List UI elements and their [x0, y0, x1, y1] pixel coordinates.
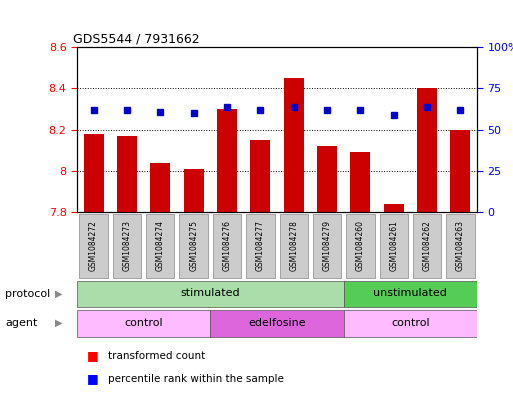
Bar: [217, 109, 237, 212]
FancyBboxPatch shape: [80, 213, 108, 278]
Text: control: control: [391, 318, 430, 328]
Text: stimulated: stimulated: [181, 288, 240, 298]
FancyBboxPatch shape: [280, 213, 308, 278]
Text: unstimulated: unstimulated: [373, 288, 447, 298]
Bar: [350, 152, 370, 212]
FancyBboxPatch shape: [344, 281, 477, 307]
Bar: [84, 134, 104, 212]
FancyBboxPatch shape: [344, 310, 477, 336]
Text: ▶: ▶: [55, 318, 63, 328]
Bar: [417, 88, 437, 212]
Text: GSM1084261: GSM1084261: [389, 220, 398, 271]
Text: GSM1084260: GSM1084260: [356, 220, 365, 271]
Text: GDS5544 / 7931662: GDS5544 / 7931662: [73, 33, 200, 46]
FancyBboxPatch shape: [210, 310, 344, 336]
Text: GSM1084273: GSM1084273: [123, 220, 131, 271]
Text: GSM1084272: GSM1084272: [89, 220, 98, 271]
Text: GSM1084275: GSM1084275: [189, 220, 198, 271]
Text: GSM1084263: GSM1084263: [456, 220, 465, 271]
Text: GSM1084278: GSM1084278: [289, 220, 298, 271]
Bar: [250, 140, 270, 212]
FancyBboxPatch shape: [113, 213, 141, 278]
Bar: [284, 78, 304, 212]
Text: transformed count: transformed count: [108, 351, 205, 361]
Text: edelfosine: edelfosine: [248, 318, 306, 328]
Bar: [117, 136, 137, 212]
Text: percentile rank within the sample: percentile rank within the sample: [108, 374, 284, 384]
FancyBboxPatch shape: [413, 213, 441, 278]
FancyBboxPatch shape: [77, 281, 344, 307]
FancyBboxPatch shape: [380, 213, 408, 278]
FancyBboxPatch shape: [213, 213, 241, 278]
Bar: [317, 146, 337, 212]
Text: GSM1084277: GSM1084277: [256, 220, 265, 271]
Text: control: control: [124, 318, 163, 328]
FancyBboxPatch shape: [346, 213, 374, 278]
Text: protocol: protocol: [5, 289, 50, 299]
FancyBboxPatch shape: [77, 310, 210, 336]
FancyBboxPatch shape: [180, 213, 208, 278]
Text: agent: agent: [5, 318, 37, 328]
Text: GSM1084274: GSM1084274: [156, 220, 165, 271]
Text: GSM1084279: GSM1084279: [323, 220, 331, 271]
Text: ■: ■: [87, 349, 99, 362]
Text: GSM1084262: GSM1084262: [423, 220, 431, 271]
Bar: [150, 163, 170, 212]
FancyBboxPatch shape: [246, 213, 274, 278]
Bar: [384, 204, 404, 212]
Text: ■: ■: [87, 372, 99, 386]
Text: GSM1084276: GSM1084276: [223, 220, 231, 271]
FancyBboxPatch shape: [146, 213, 174, 278]
Bar: [450, 130, 470, 212]
FancyBboxPatch shape: [446, 213, 475, 278]
Bar: [184, 169, 204, 212]
FancyBboxPatch shape: [313, 213, 341, 278]
Text: ▶: ▶: [55, 289, 63, 299]
